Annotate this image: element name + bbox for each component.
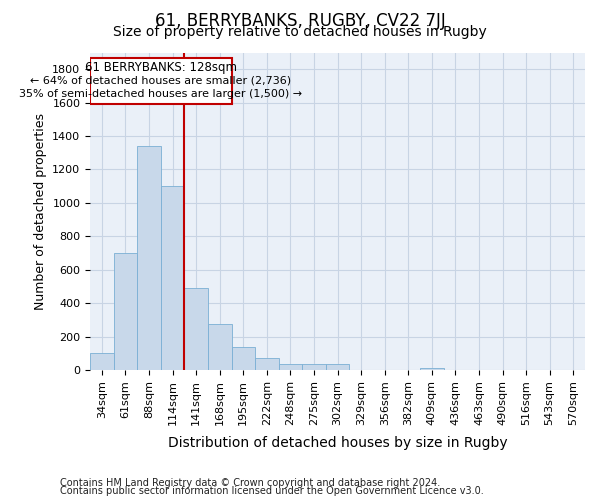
Bar bbox=[208, 324, 232, 370]
Text: ← 64% of detached houses are smaller (2,736): ← 64% of detached houses are smaller (2,… bbox=[30, 76, 292, 86]
Bar bbox=[420, 368, 443, 370]
Bar bbox=[161, 186, 184, 370]
Text: Size of property relative to detached houses in Rugby: Size of property relative to detached ho… bbox=[113, 25, 487, 39]
Bar bbox=[232, 346, 255, 370]
Text: Contains HM Land Registry data © Crown copyright and database right 2024.: Contains HM Land Registry data © Crown c… bbox=[60, 478, 440, 488]
Bar bbox=[90, 354, 113, 370]
Text: 61 BERRYBANKS: 128sqm: 61 BERRYBANKS: 128sqm bbox=[85, 62, 237, 74]
Bar bbox=[278, 364, 302, 370]
Bar bbox=[326, 364, 349, 370]
X-axis label: Distribution of detached houses by size in Rugby: Distribution of detached houses by size … bbox=[168, 436, 508, 450]
Bar bbox=[113, 253, 137, 370]
Bar bbox=[302, 364, 326, 370]
Text: Contains public sector information licensed under the Open Government Licence v3: Contains public sector information licen… bbox=[60, 486, 484, 496]
FancyBboxPatch shape bbox=[90, 58, 232, 104]
Text: 61, BERRYBANKS, RUGBY, CV22 7JJ: 61, BERRYBANKS, RUGBY, CV22 7JJ bbox=[155, 12, 445, 30]
Y-axis label: Number of detached properties: Number of detached properties bbox=[34, 113, 47, 310]
Bar bbox=[137, 146, 161, 370]
Bar bbox=[184, 288, 208, 370]
Text: 35% of semi-detached houses are larger (1,500) →: 35% of semi-detached houses are larger (… bbox=[19, 89, 302, 99]
Bar bbox=[255, 358, 278, 370]
